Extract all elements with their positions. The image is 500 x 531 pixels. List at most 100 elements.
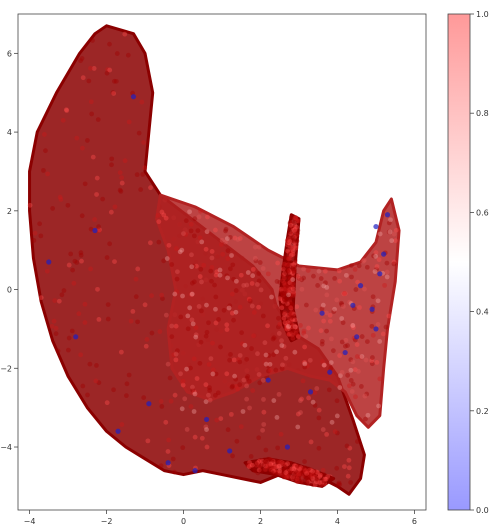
scatter-point — [301, 466, 307, 471]
scatter-point — [175, 269, 180, 275]
scatter-point — [365, 412, 371, 418]
scatter-point — [286, 245, 291, 250]
scatter-point — [203, 333, 209, 339]
scatter-point — [277, 321, 283, 327]
scatter-point — [145, 438, 151, 444]
scatter-point — [289, 317, 295, 323]
scatter-point — [265, 456, 271, 462]
scatter-point — [190, 384, 195, 390]
scatter-point-low — [373, 326, 379, 332]
scatter-point — [133, 276, 139, 282]
scatter-point — [244, 375, 250, 381]
scatter-point — [187, 305, 193, 311]
scatter-point — [149, 293, 154, 299]
scatter-point — [309, 477, 315, 483]
scatter-point — [280, 293, 286, 299]
scatter-point — [144, 336, 150, 342]
scatter-point — [287, 460, 293, 466]
scatter-point — [130, 309, 136, 314]
scatter-point — [281, 466, 287, 472]
scatter-point — [227, 234, 233, 240]
scatter-point — [244, 383, 250, 389]
scatter-point-low — [192, 468, 198, 474]
scatter-point — [292, 228, 298, 234]
scatter-point — [291, 262, 297, 267]
scatter-point — [180, 378, 186, 384]
scatter-point — [252, 244, 258, 250]
scatter-point — [289, 324, 295, 330]
scatter-point — [323, 476, 329, 482]
scatter-point — [317, 472, 323, 478]
scatter-point — [330, 348, 336, 354]
scatter-point — [68, 251, 74, 257]
scatter-point — [359, 354, 365, 359]
scatter-point — [283, 291, 289, 296]
scatter-point — [286, 268, 292, 274]
scatter-point — [340, 304, 346, 309]
scatter-point — [293, 330, 299, 336]
scatter-point — [386, 229, 392, 235]
scatter-point — [249, 462, 255, 468]
scatter-point — [283, 355, 289, 361]
scatter-point — [292, 222, 297, 228]
scatter-point — [289, 262, 295, 268]
scatter-point — [287, 255, 293, 261]
scatter-point — [277, 466, 283, 471]
scatter-point — [287, 267, 292, 273]
scatter-point — [216, 317, 221, 322]
scatter-point — [318, 479, 323, 485]
scatter-point — [306, 468, 312, 474]
scatter-point — [302, 473, 308, 479]
scatter-point — [122, 158, 128, 164]
scatter-point — [257, 260, 263, 265]
scatter-point — [249, 346, 254, 351]
scatter-point — [78, 58, 83, 64]
scatter-point — [224, 236, 230, 242]
scatter-point — [287, 238, 293, 244]
scatter-point — [173, 323, 179, 329]
scatter-point — [267, 456, 272, 462]
scatter-point — [52, 298, 58, 303]
scatter-point — [288, 331, 294, 337]
scatter-point — [364, 391, 370, 397]
scatter-point — [66, 262, 72, 268]
scatter-point — [375, 298, 381, 304]
scatter-point — [188, 228, 194, 234]
scatter-point — [128, 318, 134, 324]
scatter-point — [314, 386, 320, 391]
scatter-point — [163, 312, 169, 318]
scatter-point — [326, 387, 332, 393]
scatter-point — [235, 237, 241, 242]
scatter-point — [358, 354, 364, 360]
scatter-point — [353, 394, 358, 400]
scatter-point — [105, 302, 111, 307]
scatter-point — [190, 321, 196, 327]
scatter-point — [293, 468, 299, 474]
scatter-point — [324, 328, 329, 334]
scatter-point — [287, 467, 293, 473]
scatter-point — [297, 276, 303, 282]
scatter-point — [294, 467, 300, 472]
scatter-point — [281, 315, 287, 321]
scatter-point — [294, 232, 300, 238]
scatter-point-low — [357, 283, 364, 289]
scatter-point-low — [373, 223, 379, 230]
scatter-point — [349, 274, 354, 280]
scatter-point — [285, 282, 290, 288]
scatter-point — [287, 221, 293, 226]
scatter-point — [233, 376, 239, 382]
scatter-point — [91, 66, 97, 71]
scatter-point — [199, 279, 204, 285]
scatter-point — [317, 481, 323, 487]
scatter-point — [285, 242, 290, 248]
scatter-point — [292, 258, 298, 264]
scatter-point — [280, 305, 285, 310]
scatter-point — [316, 478, 322, 484]
scatter-point-low — [284, 444, 291, 450]
scatter-point — [283, 286, 289, 292]
scatter-point — [174, 289, 180, 295]
scatter-point — [332, 306, 337, 312]
scatter-point — [94, 363, 99, 368]
scatter-point — [320, 359, 325, 364]
scatter-point — [201, 262, 207, 268]
